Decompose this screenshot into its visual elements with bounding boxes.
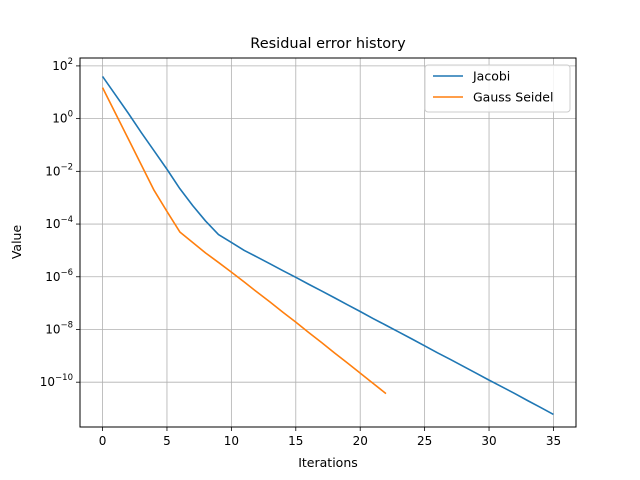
legend: Jacobi Gauss Seidel	[424, 64, 571, 113]
y-tick-label: 10−4	[45, 215, 73, 231]
legend-label: Gauss Seidel	[473, 90, 553, 105]
x-tick-label: 0	[99, 434, 107, 448]
x-tick-label: 5	[163, 434, 171, 448]
grid	[80, 58, 576, 427]
chart-title: Residual error history	[250, 36, 406, 52]
y-tick-label: 10−2	[45, 162, 73, 178]
y-tick-label: 10−6	[45, 268, 73, 284]
y-tick-label: 102	[52, 57, 73, 73]
series-lines	[101, 75, 554, 416]
x-tick-label: 20	[353, 434, 368, 448]
x-tick-label: 10	[224, 434, 239, 448]
x-axis-ticks: 0 5 10 15 20 25 30 35	[99, 427, 561, 448]
x-tick-label: 35	[546, 434, 561, 448]
y-tick-label: 10−10	[40, 373, 73, 389]
y-tick-label: 100	[52, 110, 73, 126]
x-tick-label: 25	[417, 434, 432, 448]
x-tick-label: 30	[481, 434, 496, 448]
y-axis-ticks: 102 100 10−2 10−4 10−6 10−8 10−10	[40, 57, 80, 389]
series-line-0	[101, 75, 554, 416]
x-axis-label: Iterations	[298, 455, 358, 470]
y-axis-label: Value	[9, 225, 24, 260]
y-tick-label: 10−8	[45, 320, 73, 336]
series-line-1	[101, 87, 387, 395]
legend-label: Jacobi	[472, 69, 510, 84]
plot-frame	[79, 57, 577, 428]
x-tick-label: 15	[288, 434, 303, 448]
